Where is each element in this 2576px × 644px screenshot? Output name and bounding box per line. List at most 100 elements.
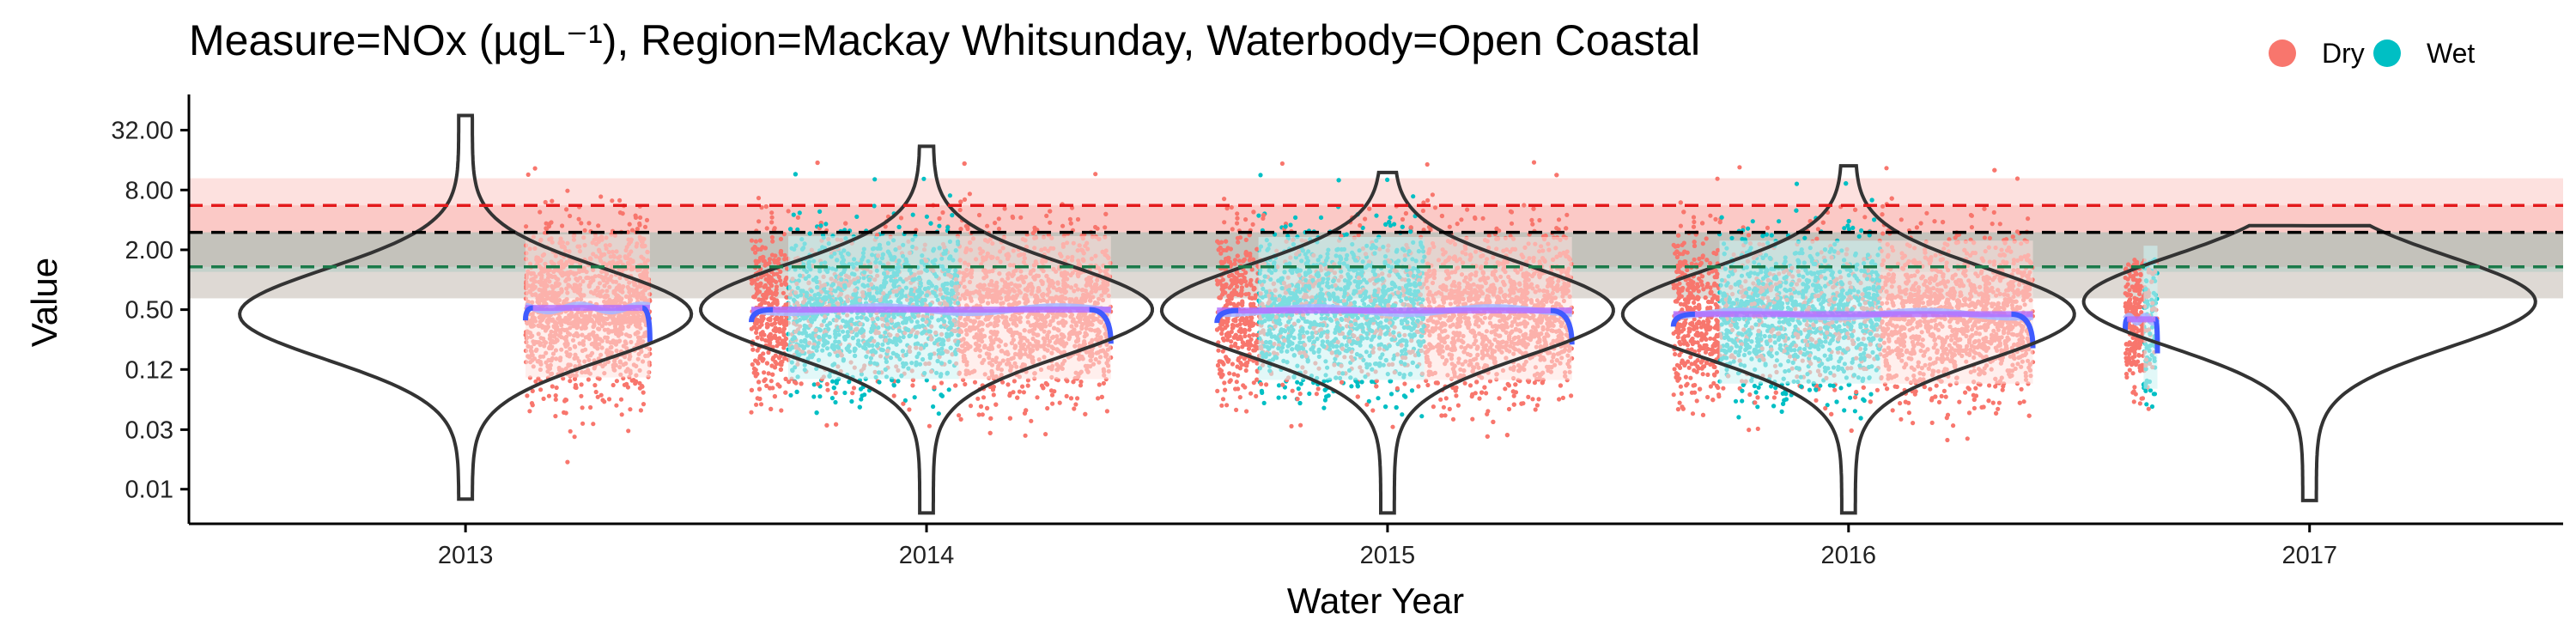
dry-point: [629, 228, 635, 233]
dry-point: [550, 384, 555, 389]
dry-point: [1049, 392, 1055, 398]
dry-point: [611, 382, 616, 388]
dry-point: [981, 395, 987, 400]
dry-point: [532, 166, 538, 171]
dry-point: [773, 291, 779, 296]
dry-point: [591, 422, 596, 427]
dry-point: [771, 328, 776, 333]
dry-point: [1093, 172, 1098, 177]
dry-point: [1064, 393, 1069, 398]
dry-point: [756, 297, 762, 302]
dry-point: [769, 363, 775, 368]
dry-point: [768, 386, 773, 391]
dry-point: [759, 337, 765, 342]
dry-point: [781, 332, 787, 337]
dry-point: [1023, 433, 1028, 438]
dry-point: [614, 403, 619, 408]
dry-point: [626, 428, 631, 434]
wet-point: [830, 379, 835, 384]
dry-point: [774, 284, 780, 289]
dry-point: [778, 278, 783, 283]
dry-point: [580, 421, 586, 426]
dry-point: [536, 376, 541, 381]
dry-point: [825, 387, 830, 392]
dry-point: [833, 391, 838, 396]
wet-point: [849, 398, 854, 404]
dry-point: [564, 207, 569, 212]
dry-point: [851, 386, 857, 391]
dry-point: [579, 221, 584, 226]
wet-point: [794, 389, 799, 394]
dry-point: [975, 396, 981, 401]
wet-point: [931, 404, 936, 410]
dry-point: [580, 405, 585, 410]
dry-point: [1005, 382, 1011, 387]
dry-point: [1012, 379, 1017, 384]
dry-point: [769, 234, 775, 240]
dry-point: [834, 422, 839, 427]
dry-point: [758, 319, 763, 324]
dry-point: [762, 283, 769, 288]
wet-point: [793, 172, 799, 177]
dry-point: [617, 197, 623, 203]
dry-point: [784, 266, 790, 271]
dry-point: [762, 370, 767, 375]
dry-point: [1018, 215, 1024, 220]
dry-point: [907, 407, 912, 412]
dry-point: [546, 224, 552, 229]
dry-point: [769, 283, 775, 289]
dry-point: [756, 361, 761, 366]
dry-point: [749, 238, 755, 243]
dry-point: [777, 384, 782, 389]
dry-point: [779, 282, 784, 288]
dry-point: [763, 290, 769, 295]
dry-point: [993, 221, 998, 226]
dry-point: [525, 393, 530, 398]
dry-point: [546, 393, 552, 398]
dry-point: [614, 379, 620, 384]
dry-point: [754, 402, 759, 407]
dry-point: [1071, 380, 1076, 385]
dry-point: [1050, 401, 1055, 406]
dry-point: [1075, 396, 1080, 401]
dry-point: [563, 397, 568, 403]
wet-point: [912, 395, 917, 400]
dry-point: [777, 361, 783, 367]
dry-point: [638, 215, 643, 220]
dry-point: [595, 394, 600, 399]
dry-point: [1035, 395, 1040, 400]
dry-point: [766, 371, 771, 376]
dry-point: [610, 198, 615, 204]
dry-point: [597, 376, 602, 381]
dry-point: [775, 316, 780, 322]
wet-point: [872, 177, 878, 182]
dry-point: [1078, 383, 1084, 388]
dry-point: [606, 397, 612, 402]
wet-point: [817, 209, 823, 214]
dry-point: [991, 392, 996, 398]
wet-point: [788, 392, 793, 398]
dry-point: [758, 275, 764, 280]
dry-point: [781, 326, 787, 331]
dry-point: [573, 382, 579, 388]
wet-point: [847, 380, 852, 385]
dry-point: [958, 199, 963, 204]
dry-point: [753, 368, 758, 373]
wet-point: [811, 394, 817, 399]
dry-point: [749, 387, 755, 392]
chart-title: Measure=NOx (µgL⁻¹), Region=Mackay Whits…: [189, 16, 1700, 64]
dry-point: [769, 379, 774, 384]
dry-point: [1096, 396, 1101, 401]
dry-point: [756, 258, 762, 264]
dry-point: [939, 380, 945, 386]
dry-point: [592, 383, 598, 388]
dry-point: [891, 393, 896, 398]
dry-point: [753, 239, 759, 244]
dry-point: [1078, 380, 1084, 385]
legend: Dry Wet: [2269, 38, 2475, 69]
dry-point: [769, 215, 775, 220]
dry-point: [568, 213, 573, 219]
dry-point: [644, 217, 650, 222]
dry-point: [792, 380, 798, 385]
dry-point: [641, 402, 647, 407]
